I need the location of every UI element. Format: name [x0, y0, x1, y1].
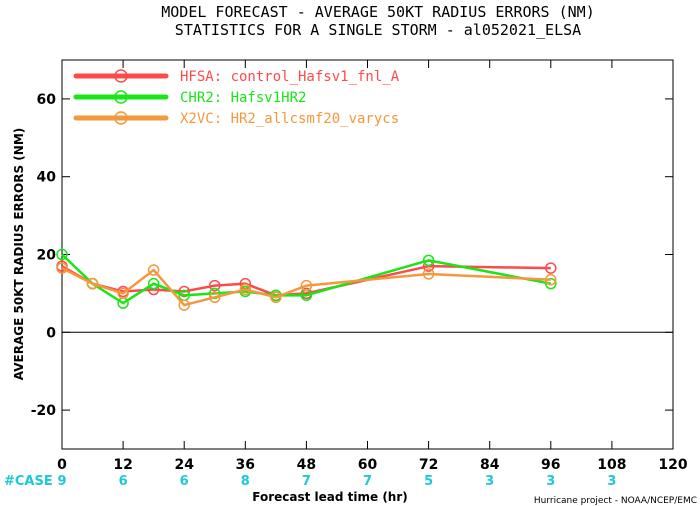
- case-count: 8: [241, 474, 250, 489]
- data-point: [56, 262, 68, 274]
- data-series: [56, 248, 557, 311]
- series-line: [61, 267, 551, 307]
- legend-item: CHR2: Hafsv1HR2: [73, 90, 306, 106]
- legend-swatch-marker: [114, 90, 128, 104]
- case-count: 9: [57, 474, 66, 489]
- x-tick-label: 72: [419, 457, 438, 473]
- legend-label: CHR2: Hafsv1HR2: [180, 90, 306, 106]
- chart-subtitle: STATISTICS FOR A SINGLE STORM - al052021…: [175, 21, 581, 39]
- axis-ticks: 0 12 24 36 48 60 72 84 96 108 120 -20 0 20 40 60: [31, 60, 688, 473]
- data-point: [117, 287, 129, 300]
- y-tick-label: -20: [31, 403, 57, 419]
- data-point: [300, 279, 313, 292]
- legend-item: HFSA: control_Hafsv1_fnl_A: [73, 69, 400, 85]
- data-point: [545, 262, 557, 274]
- x-tick-label: 36: [236, 457, 255, 473]
- data-point: [209, 279, 221, 292]
- x-axis-label: Forecast lead time (hr): [252, 490, 408, 504]
- case-count: 5: [424, 474, 433, 489]
- legend: HFSA: control_Hafsv1_fnl_A CHR2: Hafsv1HR…: [73, 69, 400, 127]
- legend-label: HFSA: control_Hafsv1_fnl_A: [180, 69, 400, 85]
- series-x2vc: [56, 262, 557, 311]
- y-tick-label: 20: [37, 248, 57, 264]
- case-label: #CASE: [4, 474, 53, 489]
- data-point: [270, 291, 282, 304]
- x-tick-label: 84: [480, 457, 500, 473]
- x-tick-label: 60: [358, 457, 378, 473]
- legend-label: X2VC: HR2_allcsmf20_varycs: [180, 111, 399, 127]
- x-tick-label: 24: [174, 457, 194, 473]
- legend-swatch-marker: [114, 111, 128, 125]
- case-count: 7: [302, 474, 311, 489]
- case-count: 7: [363, 474, 372, 489]
- legend-swatch-marker: [114, 69, 128, 83]
- x-tick-label: 12: [113, 457, 132, 473]
- y-tick-label: 60: [37, 92, 57, 108]
- series-line: [61, 253, 552, 305]
- case-count: 3: [546, 474, 555, 489]
- data-point: [147, 277, 160, 290]
- x-tick-label: 96: [541, 457, 560, 473]
- case-count: 3: [607, 474, 616, 489]
- x-tick-label: 108: [597, 457, 626, 473]
- case-count: 3: [485, 474, 494, 489]
- data-point: [56, 248, 68, 261]
- y-tick-label: 0: [46, 325, 56, 341]
- data-point: [209, 291, 221, 304]
- credit-text: Hurricane project - NOAA/NCEP/EMC: [534, 496, 697, 506]
- case-counts: 9 6 6 8 7 7 5 3 3 3: [57, 474, 616, 489]
- data-point: [422, 268, 435, 280]
- legend-item: X2VC: HR2_allcsmf20_varycs: [73, 111, 399, 127]
- data-point: [422, 254, 435, 267]
- x-tick-label: 120: [658, 457, 687, 473]
- series-chr2: [56, 248, 557, 309]
- data-point: [86, 277, 99, 290]
- x-tick-label: 0: [57, 457, 67, 473]
- data-point: [545, 274, 557, 286]
- data-point: [178, 299, 190, 311]
- chart-title: MODEL FORECAST - AVERAGE 50KT RADIUS ERR…: [161, 3, 594, 21]
- case-count: 6: [180, 474, 189, 489]
- x-tick-label: 48: [297, 457, 316, 473]
- case-count: 6: [119, 474, 128, 489]
- data-point: [147, 264, 160, 276]
- y-tick-label: 40: [37, 170, 57, 186]
- data-point: [239, 283, 252, 296]
- y-axis-label: AVERAGE 50KT RADIUS ERRORS (NM): [12, 128, 26, 380]
